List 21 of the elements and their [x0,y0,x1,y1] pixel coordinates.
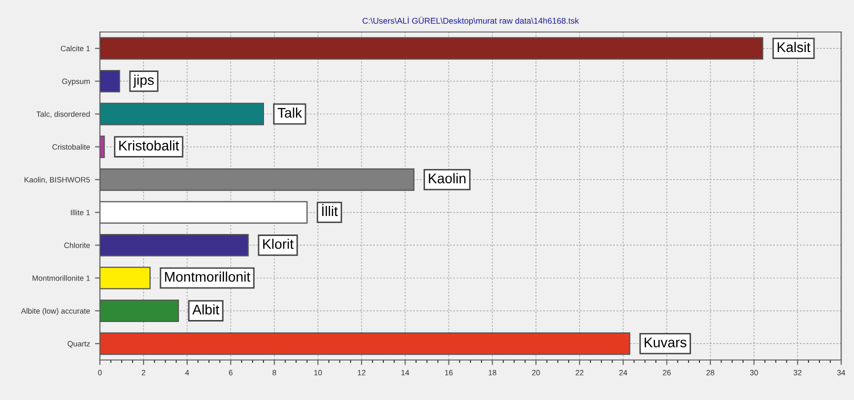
bar [100,168,414,191]
annotation: Klorit [263,238,294,249]
annotation: jips [133,74,154,88]
annotation: Montmorillonit [165,272,250,282]
chart-title: C:\Users\ALİ GÜREL\Desktop\murat raw data\14h6168.tsk [362,16,579,26]
bar [100,136,105,158]
annotation: Kalsit [778,42,810,52]
annotation: Kristobalit [119,140,180,151]
bar [100,201,308,224]
bar [100,37,764,60]
annotation: İllit [322,204,338,216]
annotation: Talk [278,108,302,118]
annotation: Albit [192,304,220,315]
bar [100,332,630,355]
bar [100,234,249,256]
bar [100,70,120,92]
bar [100,102,264,126]
bar [100,266,151,290]
annotation: Kaolin [428,173,466,184]
bar [100,300,179,322]
annotation: Kuvars [644,338,686,348]
